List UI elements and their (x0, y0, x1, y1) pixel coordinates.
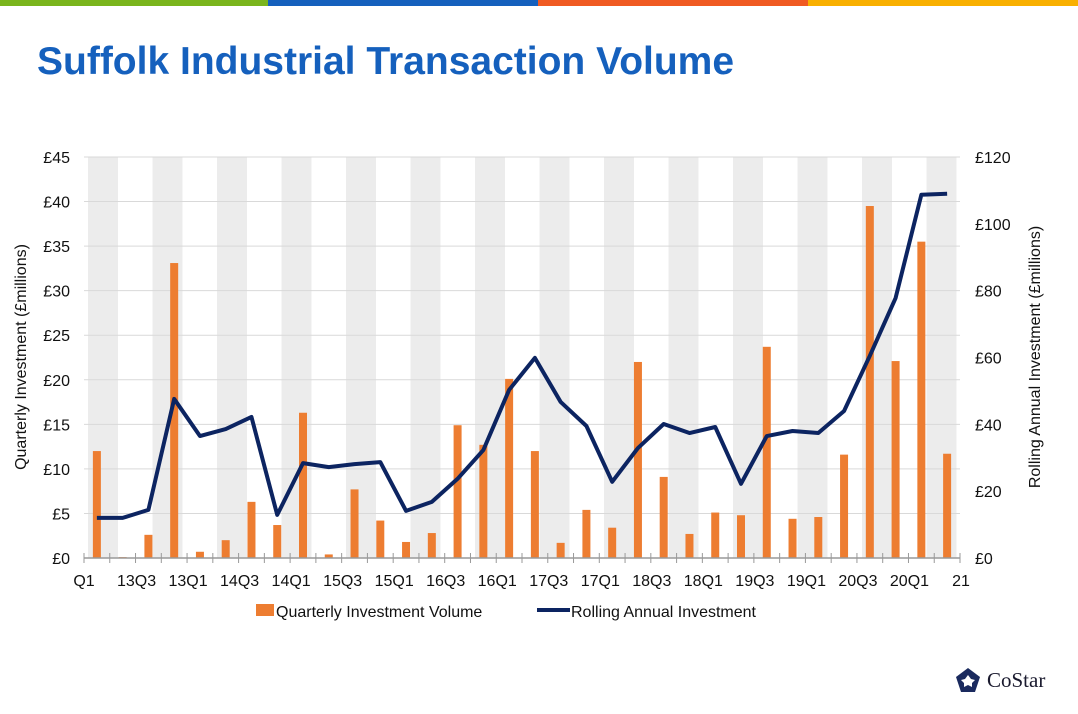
legend-bar-label: Quarterly Investment Volume (276, 604, 482, 621)
bar (299, 412, 307, 558)
x-tick-label: 16Q1 (478, 573, 517, 590)
bar (453, 425, 462, 558)
accent-bar-yellow (808, 0, 1078, 6)
rolling-annual-line (96, 191, 948, 520)
x-tick-label: 14Q1 (272, 573, 311, 590)
bar (659, 476, 668, 558)
bar (376, 520, 385, 558)
bar (92, 451, 101, 558)
chart: £0 £5 £10 £15 £20 £25 £30 £35 £40 £45 £0 £20 £40 £60 £… (13, 150, 1044, 621)
background-band (346, 157, 376, 558)
x-tick-label: 16Q3 (426, 573, 465, 590)
y-tick-label: £20 (43, 373, 70, 390)
bar (582, 509, 591, 558)
y2-tick-label: £40 (975, 417, 1002, 434)
y-tick-label: £10 (43, 462, 70, 479)
bar (324, 554, 333, 558)
bar (762, 346, 771, 558)
y-tick-label: £40 (43, 195, 70, 212)
x-tick-label: 17Q3 (529, 573, 568, 590)
y-tick-label: £45 (43, 150, 70, 167)
x-tick-label: 14Q3 (220, 573, 259, 590)
bar (247, 501, 256, 558)
background-band (539, 157, 570, 558)
bar (402, 541, 411, 558)
background-band (604, 157, 634, 558)
y-tick-label: £15 (43, 417, 70, 434)
y2-tick-label: £0 (975, 551, 993, 568)
page-title: Suffolk Industrial Transaction Volume (37, 40, 735, 83)
bar (788, 518, 797, 558)
bar (530, 451, 539, 558)
bar (865, 206, 874, 558)
y-tick-label: £0 (52, 551, 70, 568)
bar (891, 361, 900, 558)
bar (917, 241, 926, 558)
y2-tick-label: £60 (975, 351, 1002, 368)
x-tick-label: 18Q1 (684, 573, 723, 590)
bar (685, 533, 694, 558)
background-band (926, 157, 957, 558)
x-tick-label: 18Q3 (632, 573, 671, 590)
x-tick-label: Q1 (73, 573, 94, 590)
x-tick-label: 15Q1 (375, 573, 414, 590)
x-tick-label: 13Q3 (117, 573, 156, 590)
x-tick-label: 20Q3 (838, 573, 877, 590)
bar (840, 454, 849, 558)
y2-tick-label: £80 (975, 284, 1002, 301)
costar-logo: CoStar (955, 667, 1045, 693)
costar-star-icon (956, 668, 980, 692)
background-band (733, 157, 763, 558)
bar (737, 515, 745, 558)
bar (273, 525, 282, 558)
y2-axis-label: Rolling Annual Investment (£millions) (1027, 226, 1044, 488)
accent-bar-green (0, 0, 268, 6)
accent-bar-orange (538, 0, 808, 6)
bar (427, 533, 436, 558)
y-tick-label: £25 (43, 328, 70, 345)
x-tick-label: 13Q1 (168, 573, 207, 590)
y2-tick-label: £100 (975, 217, 1011, 234)
bar (221, 540, 230, 558)
y-tick-label: £30 (43, 284, 70, 301)
legend-bar-swatch (256, 604, 274, 616)
y-axis-label: Quarterly Investment (£millions) (13, 244, 30, 470)
legend-line-label: Rolling Annual Investment (571, 604, 757, 621)
x-tick-label: 20Q1 (890, 573, 929, 590)
background-band (88, 157, 118, 558)
background-band (797, 157, 828, 558)
x-tick-label: 21 (952, 573, 970, 590)
background-band (668, 157, 699, 558)
x-tick-label: 19Q1 (787, 573, 826, 590)
bar (608, 527, 617, 558)
y-tick-label: £5 (52, 506, 70, 523)
bar (556, 542, 565, 558)
x-tick-label: 17Q1 (581, 573, 620, 590)
x-tick-label: 19Q3 (735, 573, 774, 590)
bar (170, 263, 179, 558)
bar (144, 534, 153, 558)
bar (505, 378, 514, 558)
bar (633, 361, 642, 558)
brand-name: CoStar (987, 667, 1046, 692)
bar (479, 444, 488, 558)
y2-tick-label: £20 (975, 484, 1002, 501)
bar (943, 453, 952, 558)
accent-bar-blue (268, 0, 538, 6)
y2-tick-label: £120 (975, 150, 1011, 167)
bar (711, 512, 720, 558)
bar (350, 489, 359, 558)
bar (814, 517, 823, 558)
background-band (217, 157, 247, 558)
bar (195, 551, 204, 558)
background-band (410, 157, 441, 558)
x-tick-label: 15Q3 (323, 573, 362, 590)
y-tick-label: £35 (43, 239, 70, 256)
